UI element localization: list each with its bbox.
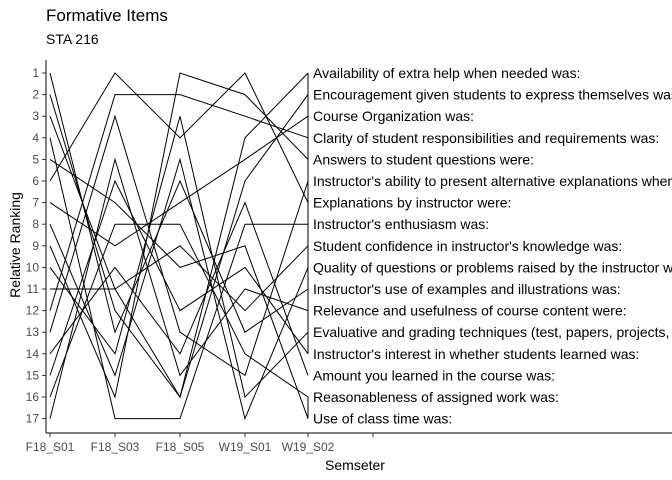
y-tick-label: 5 xyxy=(32,152,39,166)
series-label: Course Organization was: xyxy=(313,108,474,124)
series-line xyxy=(49,116,309,399)
series-line xyxy=(49,94,309,399)
y-tick-label: 8 xyxy=(32,217,39,231)
chart-title: Formative Items xyxy=(46,6,168,25)
series-label: Availability of extra help when needed w… xyxy=(313,65,580,81)
series-line xyxy=(49,72,309,203)
y-tick-label: 12 xyxy=(26,304,40,318)
series-label: Quality of questions or problems raised … xyxy=(313,259,672,275)
series-label: Reasonableness of assigned work was: xyxy=(313,389,559,405)
y-tick-label: 13 xyxy=(26,325,40,339)
series-label: Relevance and usefulness of course conte… xyxy=(313,303,627,319)
item-labels: Availability of extra help when needed w… xyxy=(313,65,672,427)
series-label: Explanations by instructor were: xyxy=(313,195,511,211)
x-tick-label: W19_S01 xyxy=(219,440,272,454)
x-axis-ticks: F18_S01 F18_S03 F18_S05 W19_S01 W19_S02 xyxy=(26,433,374,454)
series-label: Student confidence in instructor's knowl… xyxy=(313,238,622,254)
series-line xyxy=(49,115,309,247)
y-tick-label: 9 xyxy=(32,239,39,253)
series-label: Use of class time was: xyxy=(313,411,452,427)
series-label: Encouragement given students to express … xyxy=(313,87,672,103)
y-tick-label: 16 xyxy=(26,390,40,404)
y-tick-label: 17 xyxy=(26,412,40,426)
y-tick-label: 6 xyxy=(32,174,39,188)
y-tick-label: 1 xyxy=(32,66,39,80)
y-tick-label: 10 xyxy=(26,260,40,274)
series-line xyxy=(49,94,309,311)
x-axis-title: Semseter xyxy=(325,457,385,473)
y-tick-label: 7 xyxy=(32,196,39,210)
series-label: Evaluative and grading techniques (test,… xyxy=(313,324,672,340)
x-tick-label: F18_S01 xyxy=(26,440,75,454)
series-label: Instructor's interest in whether student… xyxy=(313,346,639,362)
x-tick-label: F18_S03 xyxy=(91,440,140,454)
series-label: Instructor's ability to present alternat… xyxy=(313,173,672,189)
series-line xyxy=(49,137,308,420)
y-axis-title: Relative Ranking xyxy=(7,192,23,298)
series-label: Amount you learned in the course was: xyxy=(313,367,555,383)
series-line xyxy=(49,201,309,376)
series-label: Clarity of student responsibilities and … xyxy=(313,130,659,146)
y-tick-label: 4 xyxy=(32,131,39,145)
y-tick-label: 11 xyxy=(27,282,40,296)
y-tick-label: 15 xyxy=(26,368,40,382)
series-label: Instructor's use of examples and illustr… xyxy=(313,281,621,297)
series-line xyxy=(49,158,309,419)
x-tick-label: F18_S05 xyxy=(156,440,205,454)
series-line xyxy=(50,245,309,312)
series-line xyxy=(49,223,309,398)
series-label: Answers to student questions were: xyxy=(313,151,534,167)
y-tick-label: 14 xyxy=(26,347,40,361)
x-tick-label: W19_S02 xyxy=(282,440,335,454)
series-line xyxy=(49,179,309,376)
chart-subtitle: STA 216 xyxy=(46,31,99,47)
y-tick-label: 3 xyxy=(32,109,39,123)
series-lines xyxy=(49,72,309,421)
y-tick-label: 2 xyxy=(32,88,39,102)
series-label: Instructor's enthusiasm was: xyxy=(313,216,489,232)
